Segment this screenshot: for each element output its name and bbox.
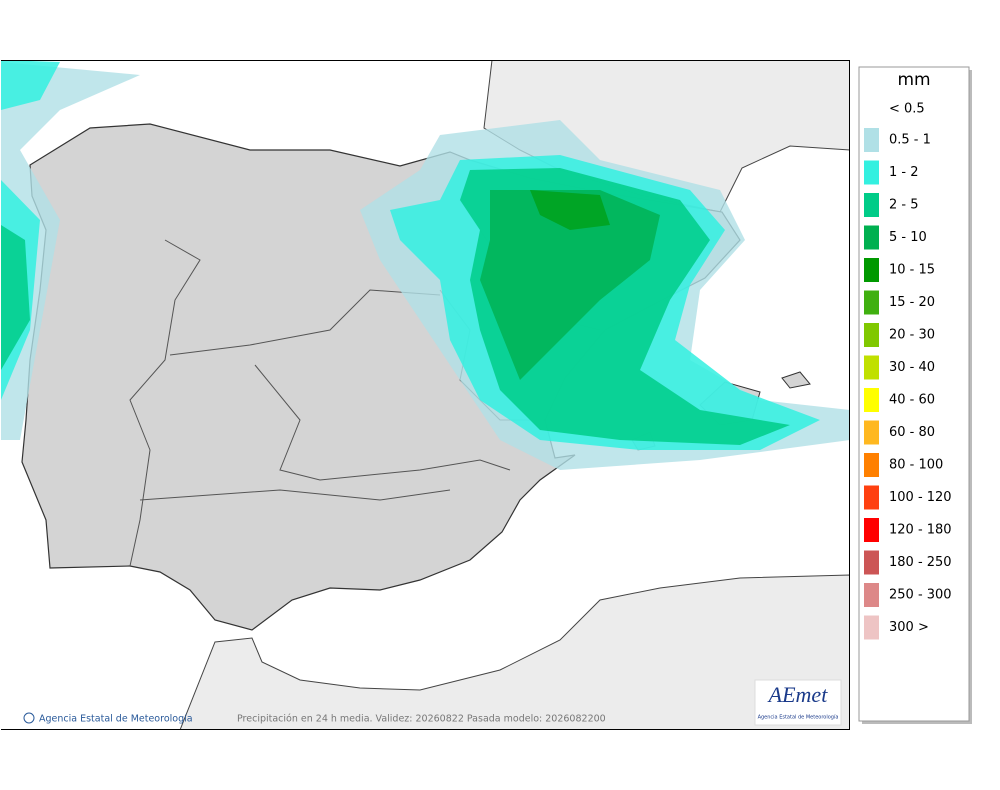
legend-swatch bbox=[864, 193, 879, 217]
logo: AEmet Agencia Estatal de Meteorología bbox=[754, 679, 842, 726]
land-africa bbox=[179, 574, 850, 730]
legend-swatch bbox=[864, 225, 879, 250]
legend-label: 0.5 - 1 bbox=[889, 133, 931, 148]
legend-label: 300 > bbox=[889, 620, 929, 635]
caption: Precipitación en 24 h media. Validez: 20… bbox=[237, 714, 606, 725]
map bbox=[1, 60, 850, 730]
legend-label: 180 - 250 bbox=[889, 555, 952, 570]
legend-label: 15 - 20 bbox=[889, 295, 935, 310]
legend-label: 40 - 60 bbox=[889, 393, 935, 408]
legend-label: 120 - 180 bbox=[889, 523, 952, 538]
credit: Agencia Estatal de Meteorología bbox=[39, 714, 193, 725]
logo-name: AEmet bbox=[767, 682, 829, 707]
legend-label: 250 - 300 bbox=[889, 588, 952, 603]
legend-label: 10 - 15 bbox=[889, 263, 935, 278]
legend-swatch bbox=[864, 485, 879, 510]
legend-swatch bbox=[864, 290, 879, 315]
legend-label: 2 - 5 bbox=[889, 198, 919, 213]
legend-swatch bbox=[864, 420, 879, 445]
legend-swatch bbox=[864, 453, 879, 477]
legend-swatch bbox=[864, 128, 879, 152]
logo-subtitle: Agencia Estatal de Meteorología bbox=[758, 714, 839, 721]
legend-swatch bbox=[864, 583, 879, 607]
legend-label: 60 - 80 bbox=[889, 425, 935, 440]
legend-swatch bbox=[864, 518, 879, 542]
legend-label: 80 - 100 bbox=[889, 458, 943, 473]
copyright-icon bbox=[23, 712, 35, 724]
legend-label: 20 - 30 bbox=[889, 328, 935, 343]
legend-label: 30 - 40 bbox=[889, 360, 935, 375]
legend-swatch bbox=[864, 258, 879, 282]
legend-label: < 0.5 bbox=[889, 102, 925, 117]
legend-swatch bbox=[864, 323, 879, 347]
legend-swatch bbox=[864, 355, 879, 380]
legend-label: 1 - 2 bbox=[889, 165, 919, 180]
legend-swatch bbox=[864, 160, 879, 185]
precipitation bbox=[1, 60, 850, 470]
legend: mm < 0.5 0.5 - 1 1 - 2 2 - 5 5 - 10 10 - 15 15… bbox=[858, 66, 972, 724]
legend-title: mm bbox=[897, 70, 930, 90]
legend-label: 5 - 10 bbox=[889, 230, 927, 245]
legend-swatch bbox=[864, 550, 879, 575]
legend-swatch bbox=[864, 615, 879, 640]
legend-label: 100 - 120 bbox=[889, 490, 952, 505]
legend-swatch bbox=[864, 388, 879, 412]
land-menorca bbox=[781, 371, 811, 389]
